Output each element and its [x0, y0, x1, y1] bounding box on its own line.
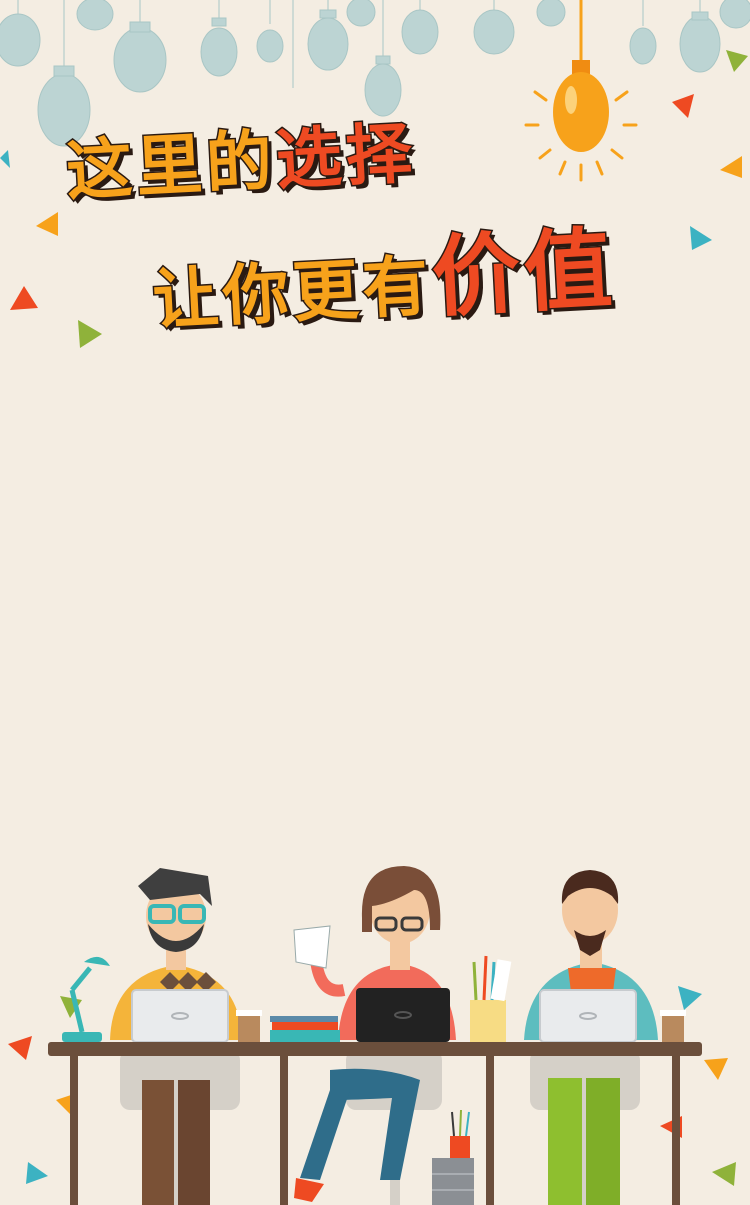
triangle-confetti-icon: [26, 1162, 48, 1184]
headline-line-2-part-b: 价值: [428, 215, 620, 330]
triangle-confetti-icon: [78, 320, 102, 348]
light-bulb-icon: [679, 0, 721, 73]
light-bulb-icon: [629, 0, 657, 65]
headline-line-2: 让你更有价值: [149, 198, 620, 349]
hanging-bulbs: [0, 0, 750, 147]
light-bulb-icon: [719, 0, 750, 29]
triangle-confetti-icon: [0, 150, 10, 168]
table: [48, 1042, 702, 1205]
headline-line-1: 这里的选择: [63, 100, 420, 214]
pencil-cup-icon: [470, 955, 512, 1042]
light-bulb-icon: [401, 0, 439, 55]
light-bulb-icon: [473, 0, 515, 55]
headline-line-2-part-a: 让你更有: [149, 246, 436, 341]
coffee-cup-icon: [236, 1010, 262, 1042]
light-bulb-icon: [113, 0, 167, 93]
laptop-icon: [356, 988, 450, 1042]
triangle-confetti-icon: [712, 1162, 736, 1186]
headline-line-1-part-a: 这里的: [63, 121, 280, 212]
light-bulb-icon: [0, 0, 41, 67]
triangle-confetti-icon: [10, 286, 38, 310]
desk-items: [62, 955, 686, 1042]
under-desk-items: [432, 1109, 474, 1205]
light-bulb-icon: [37, 0, 91, 147]
desk-lamp-icon: [62, 956, 110, 1042]
laptop-icon: [539, 989, 637, 1043]
light-bulb-icon: [307, 0, 349, 71]
triangle-confetti-icon: [672, 94, 694, 118]
light-bulb-icon: [256, 0, 284, 63]
headline-line-1-part-b: 选择: [272, 113, 419, 200]
triangle-confetti-icon: [8, 1036, 32, 1060]
triangle-confetti-icon: [726, 50, 748, 72]
laptops: [131, 988, 637, 1043]
lit-bulb-icon: [524, 0, 638, 182]
books-stack-icon: [270, 1016, 340, 1042]
triangle-confetti-icon: [690, 226, 712, 250]
laptop-icon: [131, 989, 229, 1043]
light-bulb-icon: [76, 0, 114, 31]
light-bulb-icon: [200, 0, 238, 77]
triangle-confetti-icon: [704, 1058, 728, 1080]
triangle-confetti-icon: [720, 156, 742, 178]
light-bulb-icon: [364, 0, 402, 117]
light-bulb-icon: [536, 0, 566, 27]
triangle-confetti-icon: [678, 986, 702, 1010]
light-bulb-icon: [346, 0, 376, 27]
triangle-confetti-icon: [56, 1094, 74, 1114]
triangle-confetti: [0, 50, 748, 1186]
coffee-cup-icon: [660, 1010, 686, 1042]
triangle-confetti-icon: [36, 212, 58, 236]
